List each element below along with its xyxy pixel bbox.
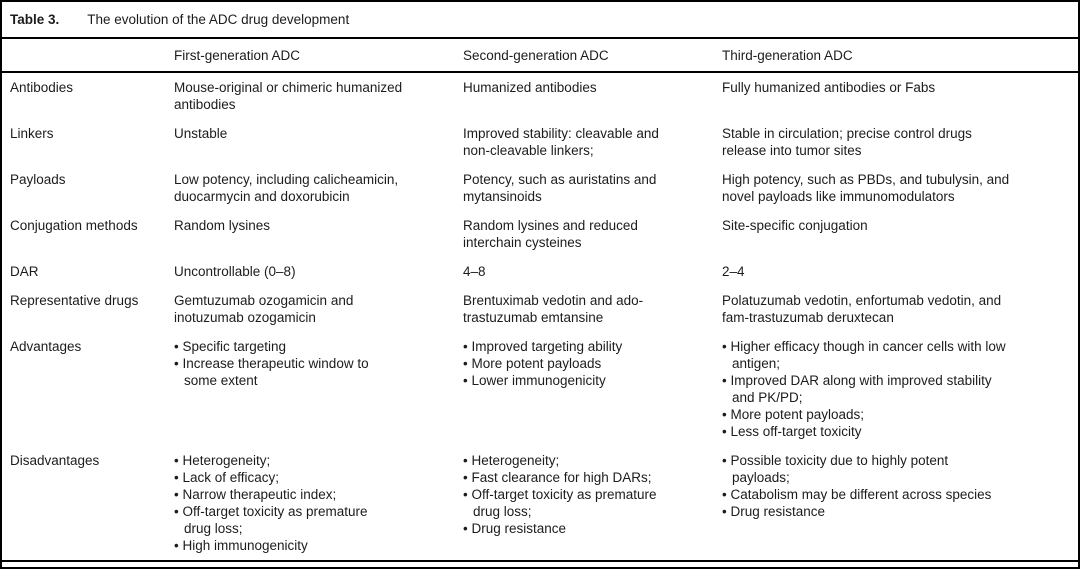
table-row-advantages: Advantages • Specific targeting • Increase… — [2, 332, 1078, 446]
header-third-generation-adc: Third-generation ADC — [714, 39, 1078, 73]
bullet-item: • High immunogenicity — [174, 538, 308, 553]
bullet-item: • Narrow therapeutic index; — [174, 487, 337, 502]
header-second-generation-adc: Second-generation ADC — [455, 39, 714, 73]
table-cell: 4–8 — [463, 264, 486, 279]
table-row-antibodies: Antibodies Mouse-original or chimeric hum… — [2, 72, 1078, 119]
table-cell: Improved stability: cleavable and non-cl… — [463, 126, 659, 158]
table-row-linkers: Linkers Unstable Improved stability: cleav… — [2, 119, 1078, 165]
table-row-conjugation-methods: Conjugation methods Random lysines Random … — [2, 211, 1078, 257]
bullet-item: • Fast clearance for high DARs; — [463, 470, 652, 485]
row-label: Disadvantages — [10, 453, 100, 468]
table-cell: Potency, such as auristatins and mytansi… — [463, 172, 657, 204]
bullet-item: • Possible toxicity due to highly potent… — [722, 453, 949, 485]
table-cell: Mouse-original or chimeric humanized ant… — [174, 80, 403, 112]
table-cell: • Specific targeting • Increase therapeut… — [166, 332, 455, 446]
row-label: Representative drugs — [10, 293, 139, 308]
table-cell: Gemtuzumab ozogamicin and inotuzumab ozo… — [174, 293, 354, 325]
table-row-disadvantages: Disadvantages • Heterogeneity; • Lack of e… — [2, 446, 1078, 561]
bullet-item: • Improved DAR along with improved stabi… — [722, 373, 992, 405]
table-cell: • Heterogeneity; • Lack of efficacy; • Nar… — [166, 446, 455, 561]
bullet-item: • Catabolism may be different across spe… — [722, 487, 992, 502]
table-cell: High potency, such as PBDs, and tubulysi… — [722, 172, 1010, 204]
bullet-item: • Off-target toxicity as premature drug … — [463, 487, 657, 519]
table-cell: • Heterogeneity; • Fast clearance for hig… — [455, 446, 714, 561]
row-label: Conjugation methods — [10, 218, 138, 233]
bullet-item: • Improved targeting ability — [463, 339, 623, 354]
row-label: Advantages — [10, 339, 82, 354]
bullet-item: • Off-target toxicity as premature drug … — [174, 504, 368, 536]
table-cell: Fully humanized antibodies or Fabs — [722, 80, 936, 95]
row-label: DAR — [10, 264, 39, 279]
table-number: Table 3. — [10, 12, 60, 27]
adc-evolution-table: First-generation ADC Second-generation A… — [2, 39, 1078, 562]
row-label: Antibodies — [10, 80, 74, 95]
table-cell: Polatuzumab vedotin, enfortumab vedotin,… — [722, 293, 1002, 325]
table-cell: Random lysines — [174, 218, 271, 233]
table-cell: Humanized antibodies — [463, 80, 597, 95]
table-cell: Random lysines and reduced interchain cy… — [463, 218, 638, 250]
table-title: Table 3. The evolution of the ADC drug de… — [2, 2, 1078, 39]
table-cell: 2–4 — [722, 264, 745, 279]
table-cell: • Higher efficacy though in cancer cells… — [714, 332, 1078, 446]
bullet-item: • Lower immunogenicity — [463, 373, 606, 388]
table-row-payloads: Payloads Low potency, including calicheam… — [2, 165, 1078, 211]
bullet-item: • Drug resistance — [722, 504, 826, 519]
bullet-item: • Heterogeneity; — [463, 453, 560, 468]
table-cell: • Possible toxicity due to highly potent… — [714, 446, 1078, 561]
bullet-item: • Lack of efficacy; — [174, 470, 280, 485]
table-cell: Site-specific conjugation — [722, 218, 868, 233]
header-first-generation-adc: First-generation ADC — [166, 39, 455, 73]
header-row: First-generation ADC Second-generation A… — [2, 39, 1078, 73]
table-cell: Low potency, including calicheamicin, du… — [174, 172, 399, 204]
bullet-item: • Heterogeneity; — [174, 453, 271, 468]
table-row-dar: DAR Uncontrollable (0–8) 4–8 2–4 — [2, 257, 1078, 286]
row-label: Linkers — [10, 126, 54, 141]
bullet-item: • Higher efficacy though in cancer cells… — [722, 339, 1006, 371]
table-row-representative-drugs: Representative drugs Gemtuzumab ozogamici… — [2, 286, 1078, 332]
bullet-item: • Less off-target toxicity — [722, 424, 862, 439]
table-cell: Uncontrollable (0–8) — [174, 264, 296, 279]
bullet-item: • More potent payloads; — [722, 407, 865, 422]
table-cell: Brentuximab vedotin and ado- trastuzumab… — [463, 293, 644, 325]
bullet-item: • Drug resistance — [463, 521, 567, 536]
bullet-item: • More potent payloads — [463, 356, 602, 371]
table-body: Antibodies Mouse-original or chimeric hum… — [2, 72, 1078, 561]
table-cell: Stable in circulation; precise control d… — [722, 126, 972, 158]
table-cell: • Improved targeting ability • More poten… — [455, 332, 714, 446]
table-caption: The evolution of the ADC drug developmen… — [87, 12, 350, 27]
bullet-item: • Specific targeting — [174, 339, 287, 354]
row-label: Payloads — [10, 172, 66, 187]
bullet-item: • Increase therapeutic window to some ex… — [174, 356, 369, 388]
header-row-label-blank — [2, 39, 166, 73]
table-cell: Unstable — [174, 126, 228, 141]
